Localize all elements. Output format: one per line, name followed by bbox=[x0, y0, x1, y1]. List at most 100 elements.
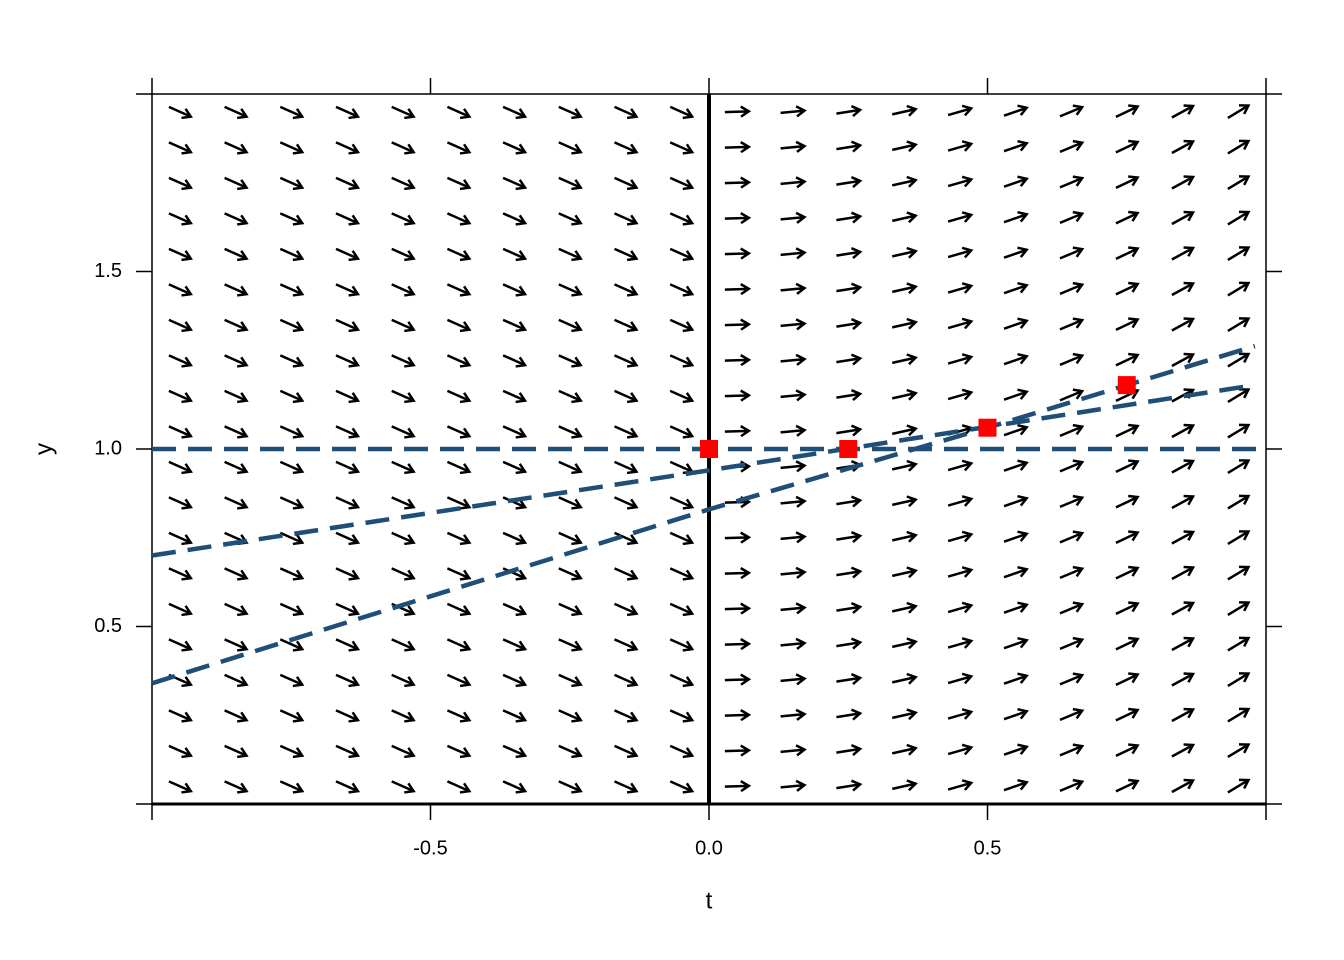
field-arrow bbox=[891, 246, 918, 259]
field-arrow bbox=[1003, 246, 1029, 259]
field-arrow bbox=[613, 425, 639, 439]
field-arrow bbox=[1059, 636, 1085, 650]
field-arrow bbox=[613, 354, 639, 368]
field-arrow bbox=[391, 673, 416, 688]
field-arrow bbox=[1059, 672, 1085, 686]
field-arrow bbox=[391, 247, 416, 262]
field-arrow bbox=[613, 602, 639, 617]
field-arrow bbox=[168, 460, 193, 475]
field-arrow bbox=[279, 496, 305, 510]
field-arrow bbox=[836, 282, 863, 295]
field-arrow bbox=[279, 709, 305, 723]
field-arrow bbox=[224, 567, 249, 581]
field-arrow bbox=[335, 212, 361, 226]
field-arrow bbox=[947, 459, 974, 472]
field-arrow bbox=[391, 176, 416, 191]
field-arrow bbox=[891, 388, 918, 401]
field-arrow bbox=[558, 602, 583, 617]
field-arrow bbox=[1171, 707, 1196, 723]
field-arrow bbox=[947, 601, 974, 614]
field-arrow bbox=[836, 247, 863, 260]
field-arrow bbox=[502, 389, 528, 404]
field-arrow bbox=[1003, 352, 1029, 366]
field-arrow bbox=[1003, 565, 1029, 579]
field-arrow bbox=[1171, 636, 1196, 652]
field-arrow bbox=[1115, 104, 1140, 119]
field-arrow bbox=[446, 531, 472, 546]
field-arrow bbox=[836, 779, 863, 792]
field-arrow bbox=[224, 460, 249, 475]
field-arrow bbox=[1059, 175, 1085, 189]
field-arrow bbox=[1115, 743, 1140, 758]
field-arrow bbox=[669, 780, 695, 794]
field-arrow bbox=[669, 354, 695, 368]
field-arrow bbox=[558, 389, 583, 404]
field-arrow bbox=[335, 531, 361, 546]
field-arrow bbox=[558, 283, 583, 297]
field-arrow bbox=[224, 283, 249, 297]
field-arrow bbox=[446, 176, 472, 191]
field-arrow bbox=[502, 283, 528, 297]
field-arrow bbox=[724, 389, 752, 402]
field-arrow bbox=[502, 531, 528, 546]
field-arrow bbox=[1003, 281, 1029, 295]
x-tick-label: 0.0 bbox=[695, 837, 723, 859]
field-arrow bbox=[1059, 139, 1085, 153]
field-arrow bbox=[613, 709, 639, 723]
field-arrow bbox=[780, 424, 807, 437]
field-arrow bbox=[724, 531, 752, 544]
field-arrow bbox=[724, 780, 752, 793]
field-arrow bbox=[558, 744, 583, 759]
field-arrow bbox=[1227, 636, 1251, 652]
field-arrow bbox=[1227, 139, 1251, 155]
field-arrow bbox=[279, 425, 305, 439]
field-arrow bbox=[947, 530, 974, 543]
field-arrow bbox=[669, 567, 695, 581]
field-arrow bbox=[168, 780, 193, 794]
field-arrow bbox=[558, 780, 583, 794]
field-arrow bbox=[780, 140, 807, 153]
field-arrow bbox=[613, 283, 639, 297]
field-arrow bbox=[724, 709, 752, 722]
field-arrow bbox=[446, 567, 472, 581]
field-arrow bbox=[558, 318, 583, 333]
field-arrow bbox=[780, 637, 807, 650]
field-arrow bbox=[224, 638, 249, 652]
field-arrow bbox=[502, 141, 528, 155]
field-arrow bbox=[836, 424, 863, 437]
field-arrow bbox=[279, 354, 305, 368]
field-arrow bbox=[335, 354, 361, 368]
field-arrow bbox=[891, 601, 918, 614]
field-arrow bbox=[947, 743, 974, 756]
field-arrow bbox=[1171, 743, 1196, 758]
field-arrow bbox=[947, 388, 974, 401]
field-arrow bbox=[168, 425, 193, 439]
field-arrow bbox=[613, 531, 639, 546]
field-arrow bbox=[1059, 388, 1085, 402]
field-arrow bbox=[335, 283, 361, 297]
field-arrow bbox=[224, 673, 249, 688]
field-arrow bbox=[891, 566, 918, 579]
field-arrow bbox=[1059, 210, 1085, 224]
field-arrow bbox=[391, 425, 416, 439]
field-arrow bbox=[502, 425, 528, 439]
field-arrow bbox=[836, 602, 863, 615]
field-arrow bbox=[1003, 636, 1029, 650]
field-arrow bbox=[391, 141, 416, 155]
field-arrow bbox=[1171, 352, 1196, 368]
field-arrow bbox=[613, 141, 639, 155]
field-arrow bbox=[1227, 104, 1251, 120]
field-arrow bbox=[335, 247, 361, 262]
field-arrow bbox=[168, 496, 193, 510]
field-arrow bbox=[1003, 601, 1029, 614]
field-arrow bbox=[224, 354, 249, 368]
field-arrow bbox=[168, 567, 193, 581]
field-arrow bbox=[168, 141, 193, 155]
field-arrow bbox=[279, 212, 305, 226]
field-arrow bbox=[724, 567, 752, 580]
field-arrow bbox=[613, 460, 639, 475]
field-arrow bbox=[1171, 281, 1196, 297]
field-arrow bbox=[669, 283, 695, 297]
field-arrow bbox=[446, 389, 472, 404]
field-arrow bbox=[446, 247, 472, 262]
